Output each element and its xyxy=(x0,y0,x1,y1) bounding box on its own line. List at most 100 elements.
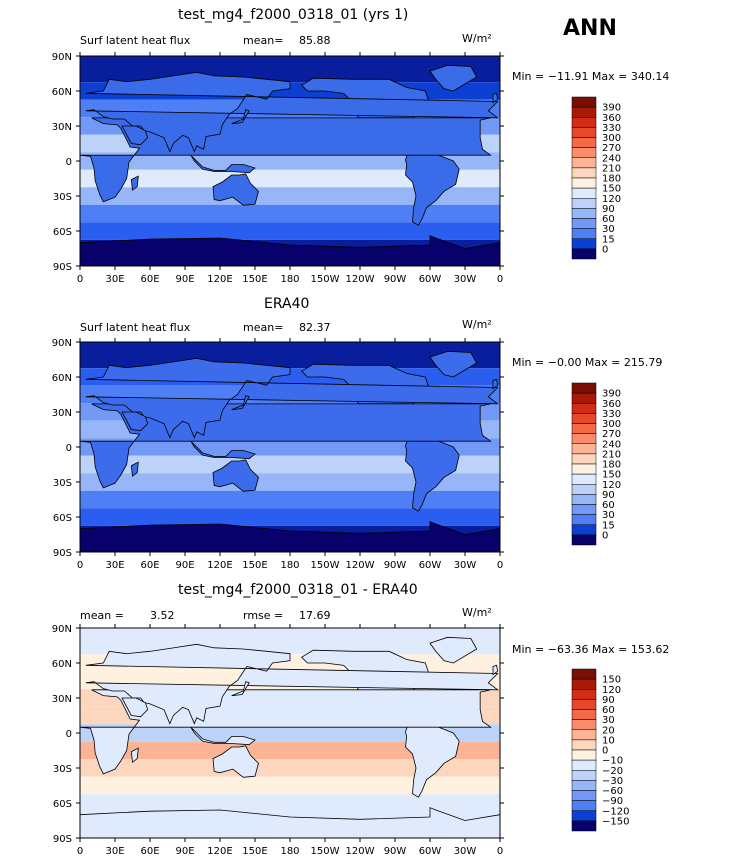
x-tick-label-120E: 120E xyxy=(207,560,232,571)
coastline-australia xyxy=(212,745,259,778)
coastline-japan xyxy=(231,109,250,125)
y-tick-label-30N: 30N xyxy=(52,694,72,705)
zonal-band--60 xyxy=(80,794,500,812)
y-tick-label-60N: 60N xyxy=(52,373,72,384)
colorbar-2-label-330: 330 xyxy=(602,409,621,420)
colorbar-3-label-−120: −120 xyxy=(602,806,629,817)
map-panel-3 xyxy=(76,624,597,842)
x-tick-label-90E: 90E xyxy=(175,846,194,857)
y-tick-label-90S: 90S xyxy=(53,548,72,559)
colorbar-2-segment-13 xyxy=(571,514,597,525)
map-panel-1-field xyxy=(80,56,500,266)
zonal-band--30 xyxy=(80,187,500,205)
colorbar-3-segment-12 xyxy=(571,790,597,801)
x-tick-label-150W: 150W xyxy=(311,846,340,857)
zonal-band--15 xyxy=(80,169,500,188)
colorbar-1-label-150: 150 xyxy=(602,184,621,195)
y-tick-label-0: 0 xyxy=(66,729,72,740)
colorbar-1-segment-1 xyxy=(571,106,597,118)
colorbar-3-segment-14 xyxy=(571,810,597,822)
coastline-japan xyxy=(231,395,250,411)
colorbar-1-segment-9 xyxy=(571,187,597,199)
x-tick-label-120W: 120W xyxy=(346,274,375,285)
coastline-madagascar xyxy=(130,461,139,477)
x-tick-label-30W: 30W xyxy=(454,274,477,285)
y-tick-label-30S: 30S xyxy=(53,764,72,775)
x-tick-label-90E: 90E xyxy=(175,560,194,571)
colorbar-3-segment-2 xyxy=(571,689,597,700)
zonal-band-75 xyxy=(80,342,500,369)
colorbar-1-segment-6 xyxy=(571,157,597,169)
coastline-australia xyxy=(212,459,259,492)
panel-1-mean-label: mean= xyxy=(243,34,284,47)
x-tick-label-150E: 150E xyxy=(242,560,267,571)
colorbar-1-segment-0 xyxy=(571,96,597,108)
colorbar-2-label-180: 180 xyxy=(602,460,621,471)
colorbar-3-segment-3 xyxy=(571,699,597,710)
panel-3-rmse-value: 17.69 xyxy=(299,609,331,622)
coastline-antarctica xyxy=(80,521,500,552)
coastline-eurasia xyxy=(85,357,499,439)
colorbar-2-label-150: 150 xyxy=(602,470,621,481)
colorbar-2-segment-0 xyxy=(571,382,597,394)
colorbar-3-segment-0 xyxy=(571,668,597,680)
y-tick-label-60S: 60S xyxy=(53,227,72,238)
colorbar-1-segment-8 xyxy=(571,177,597,189)
coastline-greenland xyxy=(429,350,478,378)
colorbar-2-label-30: 30 xyxy=(602,510,615,521)
y-tick-label-60N: 60N xyxy=(52,659,72,670)
colorbar-1-label-15: 15 xyxy=(602,234,615,245)
map-panel-3-field xyxy=(80,628,500,838)
y-tick-label-30N: 30N xyxy=(52,408,72,419)
x-tick-label-0: 0 xyxy=(77,846,83,857)
colorbar-3-segment-13 xyxy=(571,800,597,811)
coastline-south-america xyxy=(405,433,460,512)
x-tick-label-0: 0 xyxy=(497,846,503,857)
coastline-japan xyxy=(231,681,250,697)
x-tick-label-180: 180 xyxy=(280,274,299,285)
coastline-antarctica xyxy=(80,235,500,266)
x-tick-label-180: 180 xyxy=(280,560,299,571)
coastline-antarctica xyxy=(80,807,500,838)
colorbar-2-label-0: 0 xyxy=(602,530,608,541)
colorbar-3-label-−150: −150 xyxy=(602,816,629,827)
panel-2-mean-value: 82.37 xyxy=(299,321,331,334)
colorbar-1-label-330: 330 xyxy=(602,123,621,134)
colorbar-2-segment-11 xyxy=(571,494,597,505)
colorbar-3-label-−30: −30 xyxy=(602,776,623,787)
colorbar-2-label-15: 15 xyxy=(602,520,615,531)
coastline-africa xyxy=(80,403,492,489)
coastline-greenland xyxy=(429,64,478,92)
colorbar-2-label-210: 210 xyxy=(602,449,621,460)
x-tick-label-60E: 60E xyxy=(140,846,159,857)
colorbar-1-label-390: 390 xyxy=(602,103,621,114)
colorbar-3-label-−20: −20 xyxy=(602,766,623,777)
colorbar-1-segment-14 xyxy=(571,238,597,250)
x-tick-label-150E: 150E xyxy=(242,274,267,285)
colorbar-2-segment-10 xyxy=(571,484,597,495)
colorbar-1 xyxy=(571,96,597,260)
x-tick-label-180: 180 xyxy=(280,846,299,857)
x-tick-label-120E: 120E xyxy=(207,846,232,857)
colorbar-3-segment-8 xyxy=(571,749,597,761)
colorbar-3-segment-5 xyxy=(571,719,597,730)
colorbar-3-label-0: 0 xyxy=(602,746,608,757)
zonal-band-75 xyxy=(80,56,500,83)
panel-3-units: W/m² xyxy=(462,606,492,619)
colorbar-3-segment-1 xyxy=(571,678,597,690)
y-tick-label-60S: 60S xyxy=(53,513,72,524)
colorbar-3 xyxy=(571,668,597,832)
panel-2-mean-label: mean= xyxy=(243,321,284,334)
map-panel-2-field xyxy=(80,342,500,552)
colorbar-3-label-30: 30 xyxy=(602,715,615,726)
x-tick-label-30W: 30W xyxy=(454,846,477,857)
x-tick-label-60W: 60W xyxy=(419,274,442,285)
x-tick-label-0: 0 xyxy=(77,274,83,285)
panel-3-minmax: Min = −63.36 Max = 153.62 xyxy=(512,643,670,656)
zonal-band--60 xyxy=(80,222,500,240)
colorbar-1-label-360: 360 xyxy=(602,113,621,124)
colorbar-2-segment-6 xyxy=(571,443,597,455)
panel-2-title: ERA40 xyxy=(264,296,310,312)
season-label: ANN xyxy=(563,16,617,41)
